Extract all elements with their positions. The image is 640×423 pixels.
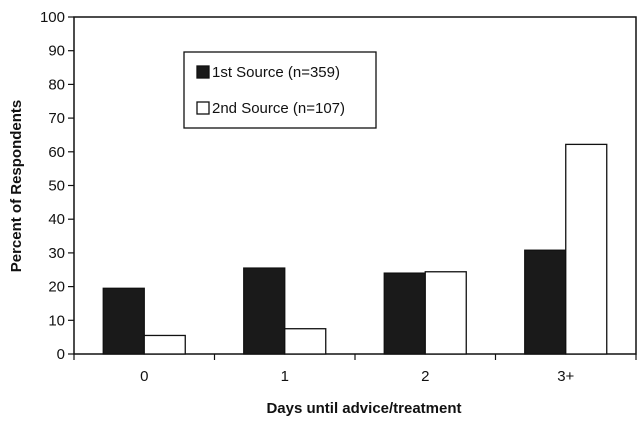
legend-swatch: [196, 65, 210, 79]
legend-label: 1st Source (n=359): [212, 64, 340, 81]
y-axis-title: Percent of Respondents: [8, 100, 25, 273]
x-tick-label: 3+: [557, 368, 574, 385]
y-tick-label: 70: [48, 110, 65, 127]
y-tick-label: 30: [48, 245, 65, 262]
bar-second-source: [424, 271, 467, 355]
y-tick-label: 20: [48, 279, 65, 296]
y-tick-label: 100: [40, 9, 65, 26]
bar-second-source: [143, 334, 186, 355]
y-tick-label: 10: [48, 312, 65, 329]
y-tick-label: 0: [57, 346, 65, 363]
bar-first-source: [102, 287, 145, 355]
y-tick-label: 40: [48, 211, 65, 228]
x-tick-label: 2: [421, 368, 429, 385]
y-tick-label: 80: [48, 76, 65, 93]
y-tick-label: 90: [48, 43, 65, 60]
bar-second-source: [565, 143, 608, 355]
legend-label: 2nd Source (n=107): [212, 100, 345, 117]
x-tick-label: 0: [140, 368, 148, 385]
x-tick-label: 1: [281, 368, 289, 385]
bar-first-source: [243, 267, 286, 355]
y-tick-label: 60: [48, 144, 65, 161]
bar-first-source: [524, 249, 567, 355]
y-tick-label: 50: [48, 178, 65, 195]
bar-second-source: [284, 328, 327, 355]
x-axis-title: Days until advice/treatment: [266, 400, 461, 417]
legend-box: [183, 51, 377, 129]
bar-first-source: [383, 272, 426, 355]
legend-swatch: [196, 101, 210, 115]
